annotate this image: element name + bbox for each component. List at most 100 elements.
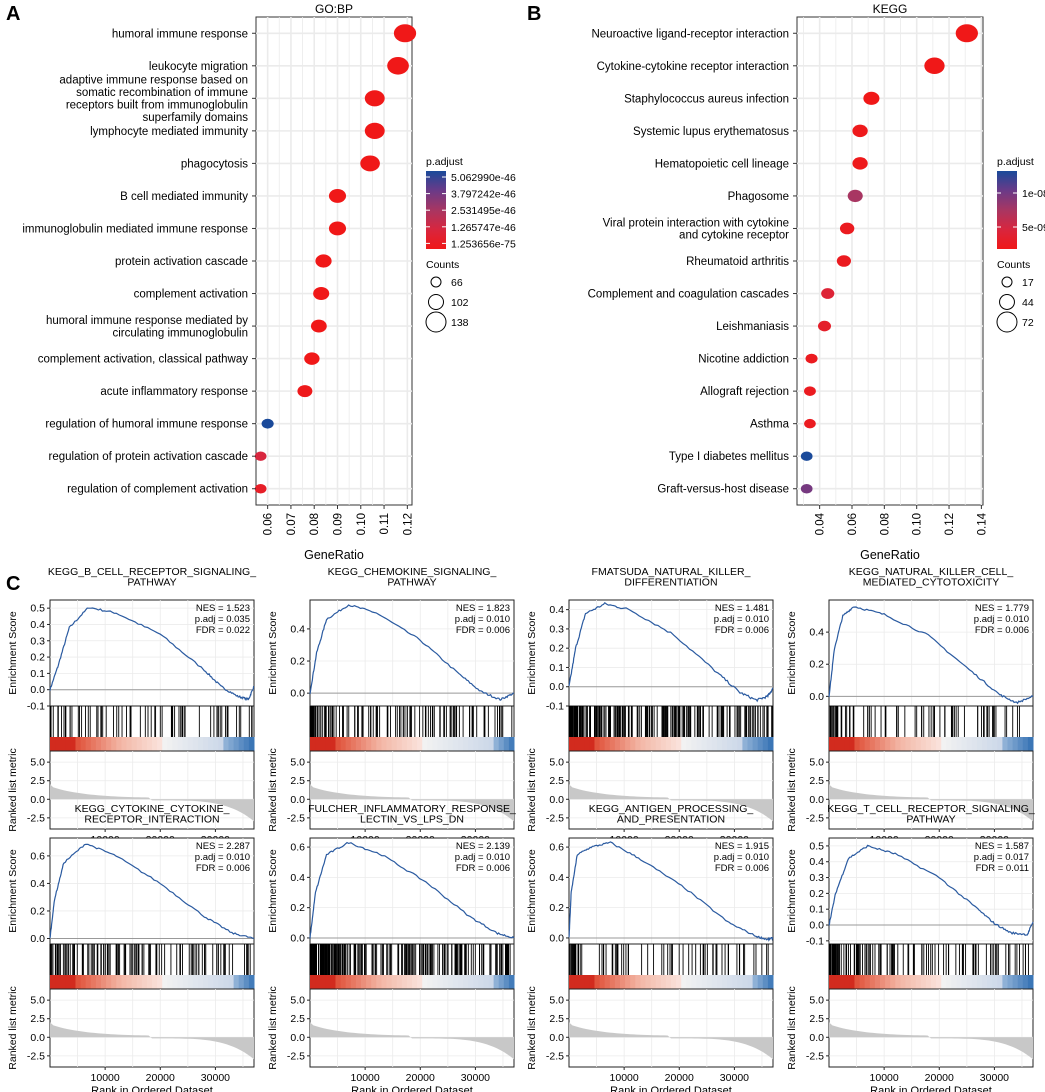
hit-marks [829, 706, 1020, 737]
rank-color-strip [80, 737, 87, 751]
rank-color-strip [503, 737, 510, 751]
rank-color-strip [900, 975, 906, 989]
rank-color-strip [686, 737, 692, 751]
legend-size-label: 102 [451, 297, 469, 309]
rank-color-strip [447, 737, 454, 751]
term-label: Nicotine addiction [698, 354, 789, 366]
rank-color-strip [722, 737, 728, 751]
y-axis-label-metric: Ranked list metric [786, 748, 798, 831]
x-axis-label: Rank in Ordered Dataset [610, 1085, 732, 1092]
legend-color-label: 5.062990e-46 [451, 172, 516, 184]
rank-color-strip [976, 737, 983, 751]
rank-color-strip [966, 737, 973, 751]
rank-color-strip [696, 737, 703, 751]
rank-color-strip [187, 737, 194, 751]
rank-color-strip [941, 737, 947, 751]
rank-color-strip [116, 737, 122, 751]
rank-color-strip [711, 737, 718, 751]
metric-plot-area [568, 750, 774, 830]
rank-color-strip [880, 975, 886, 989]
rank-color-strip [203, 975, 209, 989]
rank-color-strip [1017, 975, 1024, 989]
rank-color-strip [635, 737, 641, 751]
rank-color-strip [665, 737, 672, 751]
gsea-stat: FDR = 0.006 [196, 863, 250, 874]
rank-color-strip [869, 975, 876, 989]
rank-color-strip [65, 975, 71, 989]
y-axis-label-es: Enrichment Score [267, 611, 279, 695]
rank-color-strip [757, 975, 764, 989]
rank-color-strip [386, 975, 393, 989]
term-label: Systemic lupus erythematosus [633, 126, 789, 138]
rank-color-strip [345, 737, 352, 751]
rank-color-strip [859, 975, 866, 989]
rank-color-strip [406, 975, 413, 989]
panel-a-letter: A [6, 3, 20, 25]
rank-color-strip [1012, 975, 1019, 989]
rank-color-strip [355, 975, 362, 989]
rank-color-strip [829, 975, 835, 989]
dot-point [852, 124, 868, 138]
rank-color-strip [452, 975, 459, 989]
es-ytick-label: 0.1 [30, 668, 45, 680]
es-ytick-label: 0.0 [290, 932, 305, 944]
rank-color-strip [1017, 737, 1024, 751]
rank-color-strip [396, 737, 403, 751]
rank-color-strip [85, 737, 92, 751]
rank-color-strip [905, 737, 912, 751]
legend-color-label: 3.797242e-46 [451, 189, 516, 201]
es-ytick-label: 0.4 [290, 872, 305, 884]
rank-color-strip [686, 975, 692, 989]
gsea-title: RECEPTOR_INTERACTION [84, 814, 219, 826]
rank-color-strip [376, 975, 382, 989]
rank-color-strip [172, 737, 178, 751]
es-ytick-label: 0.0 [30, 933, 45, 945]
metric-plot-area [828, 750, 1034, 830]
term-label: humoral immune response [112, 28, 248, 40]
gsea-stat: FDR = 0.022 [196, 625, 250, 636]
metric-plot-area [828, 988, 1034, 1068]
es-ytick-label: 0.4 [809, 856, 824, 868]
rank-color-strip [136, 975, 143, 989]
panel-b-kegg-dotplot: KEGG Neuroactive ligand-receptor interact… [588, 2, 1045, 562]
rank-color-strip [376, 737, 382, 751]
metric-ytick-label: 2.5 [30, 775, 45, 787]
metric-ytick-label: 0.0 [290, 794, 305, 806]
rank-color-strip [248, 975, 255, 989]
rank-color-strip [625, 737, 631, 751]
rank-color-strip [762, 737, 769, 751]
rank-color-strip [915, 737, 922, 751]
rank-color-strip [330, 975, 336, 989]
rank-color-strip [895, 737, 901, 751]
dot-point [328, 188, 347, 203]
rank-color-strip [747, 975, 754, 989]
rank-color-strip [330, 737, 336, 751]
term-label: complement activation, classical pathway [38, 354, 249, 366]
rank-color-strip [340, 975, 347, 989]
rank-color-strip [197, 975, 204, 989]
rank-color-strip [473, 975, 479, 989]
rank-color-strip [645, 975, 652, 989]
rank-color-strip [910, 737, 917, 751]
gsea-title: PATHWAY [906, 814, 955, 826]
rank-color-strip [864, 737, 871, 751]
rank-color-strip [228, 975, 235, 989]
rank-color-strip [987, 737, 993, 751]
rank-color-strip [162, 975, 168, 989]
rank-color-strip [427, 975, 433, 989]
rank-color-strip [757, 737, 764, 751]
rank-color-strip [488, 737, 495, 751]
metric-plot-area [309, 750, 515, 830]
rank-color-strip [579, 975, 585, 989]
gsea-stat: NES = 1.481 [715, 603, 769, 614]
es-ytick-label: 0.3 [809, 872, 824, 884]
rank-color-strip [50, 975, 56, 989]
rank-color-strip [671, 975, 677, 989]
rank-color-strip [203, 737, 209, 751]
es-ytick-label: 0.4 [549, 872, 564, 884]
gsea-stat: FDR = 0.006 [456, 863, 510, 874]
rank-color-strip [620, 737, 626, 751]
rank-color-strip [162, 737, 168, 751]
rank-color-strip [951, 737, 957, 751]
xtick-label: 10000 [91, 1072, 120, 1084]
